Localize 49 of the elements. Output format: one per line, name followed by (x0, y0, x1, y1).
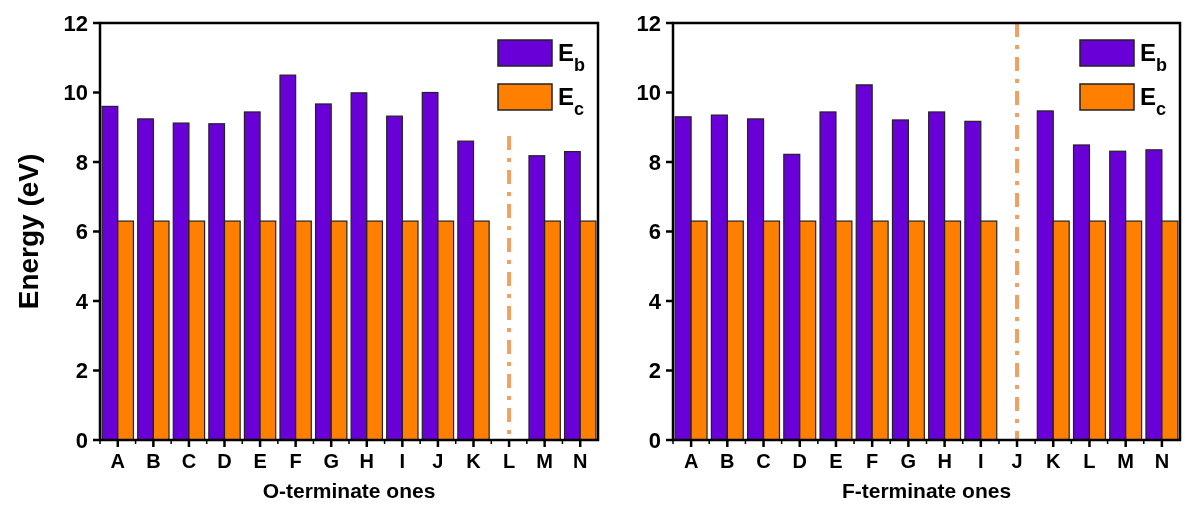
x-tick-label: D (217, 450, 232, 472)
x-tick-label: A (683, 450, 699, 472)
x-tick-label: K (466, 450, 482, 472)
y-tick-label: 0 (648, 427, 661, 453)
x-tick-label: D (792, 450, 807, 472)
x-tick-label: B (146, 450, 161, 472)
x-tick-label: H (359, 450, 375, 472)
y-tick-label: 10 (63, 80, 88, 106)
legend-label: E$_{c}$ (1140, 83, 1167, 119)
x-tick-label: I (978, 450, 984, 472)
y-tick-label: 8 (648, 149, 661, 175)
x-tick-label: C (756, 450, 771, 472)
y-tick-label: 0 (75, 427, 88, 453)
x-tick-label: C (181, 450, 197, 472)
y-tick-label: 12 (63, 10, 88, 36)
x-tick-label: K (1046, 450, 1062, 472)
y-axis-title: Energy (eV) (13, 153, 44, 310)
y-tick-label: 10 (636, 80, 661, 106)
x-tick-label: F (289, 450, 302, 472)
x-tick-label: M (536, 450, 553, 472)
x-tick-label: E (829, 450, 843, 472)
y-tick-label: 6 (75, 219, 88, 245)
legend-label: E$_{b}$ (1140, 39, 1168, 75)
y-tick-label: 2 (75, 358, 88, 384)
x-tick-label: I (399, 450, 406, 472)
x-tick-label: E (253, 450, 267, 472)
x-tick-label: N (572, 450, 588, 472)
y-tick-label: 12 (636, 10, 661, 36)
x-tick-label: B (720, 450, 735, 472)
x-tick-label: G (323, 450, 339, 472)
x-tick-label: J (432, 450, 444, 472)
x-axis-title: O-terminate ones (262, 479, 436, 502)
y-tick-label: 4 (75, 288, 89, 314)
legend-label: E$_{c}$ (558, 83, 585, 119)
x-tick-label: N (1154, 450, 1170, 472)
x-tick-label: A (110, 450, 126, 472)
y-tick-label: 6 (648, 219, 661, 245)
x-tick-label: H (937, 450, 952, 472)
y-tick-label: 8 (75, 149, 88, 175)
y-tick-label: 4 (648, 288, 662, 314)
x-tick-label: J (1011, 450, 1023, 472)
x-tick-label: G (900, 450, 917, 472)
x-tick-label: L (1083, 450, 1096, 472)
y-tick-label: 2 (648, 358, 661, 384)
x-tick-label: L (502, 450, 516, 472)
x-axis-title: F-terminate ones (841, 479, 1012, 502)
x-tick-label: M (1117, 450, 1135, 472)
legend-label: E$_{b}$ (558, 39, 586, 75)
x-tick-label: F (866, 450, 879, 472)
